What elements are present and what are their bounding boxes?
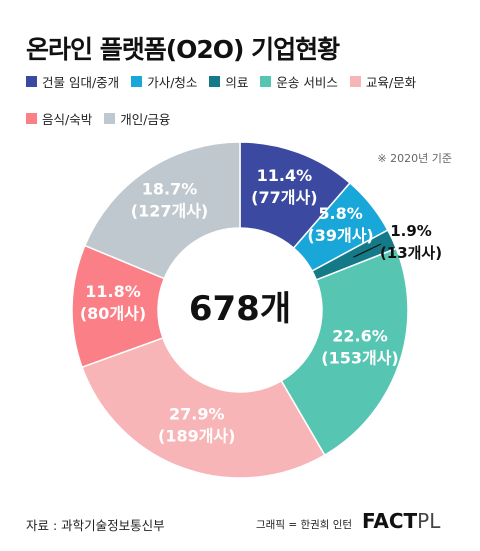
legend-item: 음식/숙박 (26, 109, 92, 128)
slice-percent-label: 1.9% (390, 222, 432, 240)
data-source: 자료 : 과학기술정보통신부 (26, 518, 165, 533)
legend-label: 가사/청소 (147, 75, 198, 90)
center-total-label: 678개 (189, 289, 291, 329)
legend-item: 의료 (209, 72, 248, 91)
legend-swatch (26, 76, 37, 87)
donut-slice (81, 336, 326, 479)
reference-year-note: ※ 2020년 기준 (377, 152, 452, 165)
brand-suffix: PL (417, 509, 441, 533)
donut-slice (280, 247, 409, 457)
legend-label: 개인/금융 (120, 112, 171, 127)
legend-swatch (104, 113, 116, 124)
factpl-logo: FACTPL (362, 509, 440, 533)
legend-label: 교육/문화 (365, 75, 417, 90)
chart-title: 온라인 플랫폼(O2O) 기업현황 (26, 35, 340, 64)
slice-count-label: (127개사) (131, 201, 208, 220)
legend-swatch (260, 76, 272, 87)
legend-item: 운송 서비스 (260, 72, 338, 91)
graphic-credit: 그래픽 = 한권희 인턴 (256, 519, 353, 531)
donut-slice (83, 141, 241, 280)
slice-percent-label: 11.4% (257, 166, 313, 185)
slice-percent-label: 22.6% (332, 327, 388, 346)
slice-percent-label: 5.8% (318, 204, 362, 223)
legend-item: 교육/문화 (349, 72, 417, 91)
legend-label: 음식/숙박 (42, 112, 93, 127)
legend-item: 개인/금융 (104, 109, 170, 128)
legend-label: 운송 서비스 (276, 75, 338, 90)
slice-count-label: (77개사) (251, 188, 317, 207)
legend-label: 의료 (225, 75, 249, 90)
slice-percent-label: 27.9% (169, 404, 225, 423)
slice-count-label: (13개사) (380, 244, 442, 262)
slice-percent-label: 18.7% (142, 179, 198, 198)
brand-main: FACT (362, 509, 418, 533)
slice-percent-label: 11.8% (85, 282, 141, 301)
slice-count-label: (189개사) (158, 426, 235, 445)
legend-swatch (209, 76, 221, 87)
legend-label: 건물 임대/중개 (42, 75, 120, 90)
legend-item: 건물 임대/중개 (26, 72, 119, 91)
legend-swatch (131, 76, 143, 87)
slice-count-label: (153개사) (321, 349, 398, 368)
slice-count-label: (39개사) (307, 226, 373, 245)
slice-count-label: (80개사) (80, 304, 146, 323)
leader-line (353, 243, 382, 258)
legend-item: 가사/청소 (131, 72, 197, 91)
legend-swatch (26, 113, 37, 124)
legend-swatch (349, 76, 361, 87)
